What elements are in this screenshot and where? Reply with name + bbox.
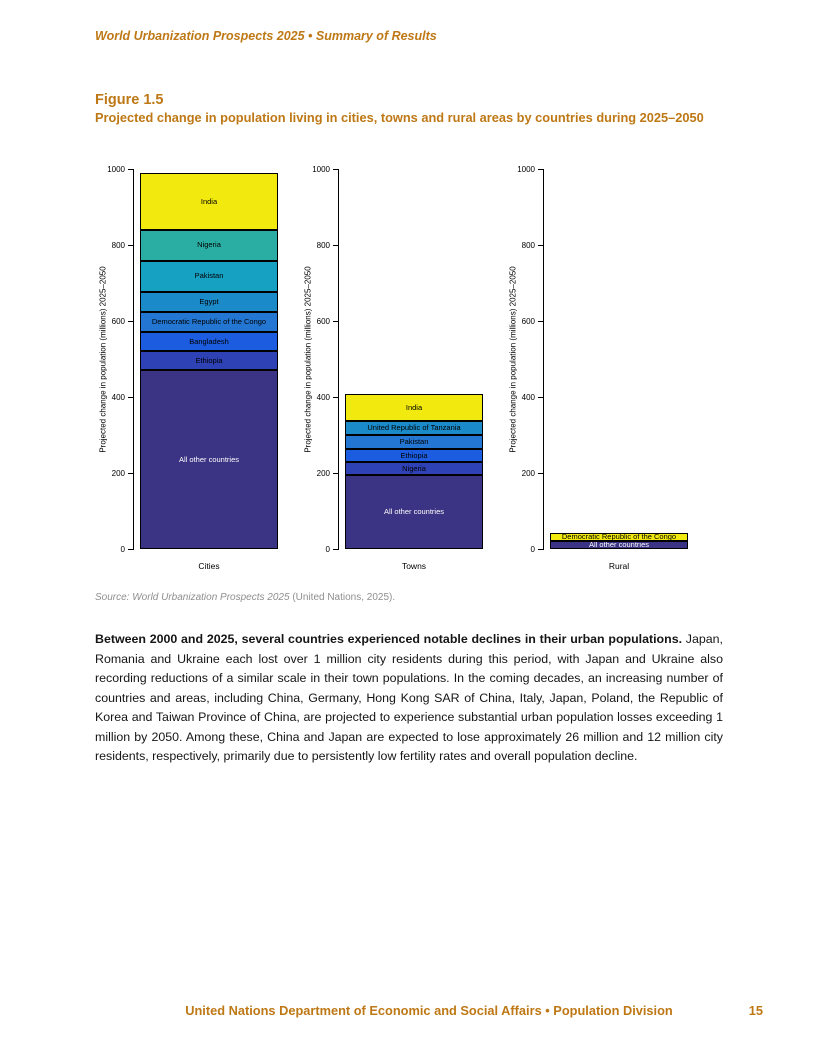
y-tick-mark: [128, 321, 133, 322]
plot-area-towns: All other countries Nigeria Ethiopia Pakist…: [345, 169, 483, 549]
y-tick-mark: [538, 321, 543, 322]
bar-segment-ethiopia: Ethiopia: [345, 449, 483, 463]
x-axis-label-cities: Cities: [198, 561, 220, 571]
y-axis-title: Projected change in population (millions…: [98, 265, 108, 453]
y-tick-mark: [128, 473, 133, 474]
y-tick-label: 1000: [312, 164, 330, 174]
x-axis-label-rural: Rural: [608, 561, 630, 571]
y-tick-label: 0: [530, 544, 535, 554]
bar-segment-label: Ethiopia: [195, 355, 223, 365]
chart-cities: Projected change in population (millions…: [95, 160, 300, 585]
y-tick-label: 800: [521, 240, 535, 250]
y-tick-label: 200: [316, 468, 330, 478]
y-tick-mark: [128, 169, 133, 170]
bar-segment-india: India: [140, 172, 278, 230]
y-tick-mark: [538, 397, 543, 398]
bar-segment-democratic-republic-of-the-congo: Democratic Republic of the Congo: [550, 533, 688, 542]
bar-segment-pakistan: Pakistan: [140, 260, 278, 292]
bar-segment-all-other-countries: All other countries: [140, 369, 278, 549]
bar-segment-label: India: [405, 402, 423, 412]
y-tick-label: 200: [521, 468, 535, 478]
y-tick-label: 0: [120, 544, 125, 554]
y-axis-title: Projected change in population (millions…: [303, 265, 313, 453]
y-tick-label: 600: [521, 316, 535, 326]
bar-segment-label: Pakistan: [399, 437, 429, 447]
y-tick-mark: [333, 549, 338, 550]
y-axis-line: [338, 169, 339, 550]
chart-rural: Projected change in population (millions…: [505, 160, 710, 585]
y-tick-mark: [538, 549, 543, 550]
y-tick-mark: [333, 397, 338, 398]
bar-segment-india: India: [345, 394, 483, 421]
bar-segment-ethiopia: Ethiopia: [140, 351, 278, 370]
y-tick-label: 1000: [517, 164, 535, 174]
y-tick-label: 400: [111, 392, 125, 402]
bar-segment-label: India: [200, 196, 218, 206]
bar-segment-label: Pakistan: [194, 271, 224, 281]
plot-area-rural: All other countries Democratic Republic o…: [550, 169, 688, 549]
y-tick-mark: [333, 473, 338, 474]
bar-segment-democratic-republic-of-the-congo: Democratic Republic of the Congo: [140, 311, 278, 332]
bar-segment-label: Egypt: [199, 296, 219, 306]
y-tick-label: 0: [325, 544, 330, 554]
bar-segment-label: Nigeria: [197, 240, 221, 250]
y-tick-mark: [128, 397, 133, 398]
bar-segment-bangladesh: Bangladesh: [140, 331, 278, 352]
y-tick-label: 800: [316, 240, 330, 250]
y-tick-mark: [538, 169, 543, 170]
bar-segment-label: Democratic Republic of the Congo: [561, 533, 677, 542]
figure-title: Projected change in population living in…: [95, 110, 704, 125]
bar-segment-united-republic-of-tanzania: United Republic of Tanzania: [345, 420, 483, 435]
y-tick-label: 400: [316, 392, 330, 402]
bar-segment-label: All other countries: [588, 541, 650, 549]
bar-segment-label: Democratic Republic of the Congo: [151, 316, 267, 326]
y-tick-mark: [333, 169, 338, 170]
y-tick-label: 800: [111, 240, 125, 250]
page-number: 15: [748, 1003, 763, 1018]
bar-segment-label: United Republic of Tanzania: [367, 423, 461, 433]
body-remaining-text: Japan, Romania and Ukraine each lost ove…: [95, 632, 723, 763]
bar-segment-label: All other countries: [383, 507, 445, 517]
bar-segment-all-other-countries: All other countries: [550, 541, 688, 549]
body-paragraph: Between 2000 and 2025, several countries…: [95, 630, 723, 767]
bar-segment-label: Nigeria: [402, 463, 426, 473]
y-axis-title: Projected change in population (millions…: [508, 265, 518, 453]
bar-segment-egypt: Egypt: [140, 291, 278, 312]
y-tick-label: 400: [521, 392, 535, 402]
figure-label: Figure 1.5: [95, 92, 164, 108]
y-tick-label: 1000: [107, 164, 125, 174]
y-tick-label: 600: [316, 316, 330, 326]
y-tick-mark: [538, 473, 543, 474]
x-axis-label-towns: Towns: [401, 561, 427, 571]
chart-towns: Projected change in population (millions…: [300, 160, 505, 585]
y-tick-mark: [128, 245, 133, 246]
running-head: World Urbanization Prospects 2025 • Summ…: [95, 29, 437, 43]
y-tick-mark: [333, 321, 338, 322]
page-footer: United Nations Department of Economic an…: [95, 1003, 763, 1018]
body-lead-sentence: Between 2000 and 2025, several countries…: [95, 632, 683, 646]
bar-segment-label: All other countries: [178, 454, 240, 464]
y-axis-line: [133, 169, 134, 550]
plot-area-cities: All other countries Ethiopia Bangladesh Dem…: [140, 169, 278, 549]
y-tick-mark: [128, 549, 133, 550]
source-note-title: Source: World Urbanization Prospects 202…: [95, 592, 290, 603]
bar-segment-label: Bangladesh: [189, 336, 229, 346]
y-tick-label: 600: [111, 316, 125, 326]
bar-segment-pakistan: Pakistan: [345, 435, 483, 450]
bar-segment-nigeria: Nigeria: [140, 229, 278, 261]
source-note: Source: World Urbanization Prospects 202…: [95, 592, 395, 603]
y-tick-mark: [538, 245, 543, 246]
source-note-citation: (United Nations, 2025).: [289, 592, 396, 603]
footer-text: United Nations Department of Economic an…: [185, 1003, 673, 1018]
y-tick-mark: [333, 245, 338, 246]
bar-segment-nigeria: Nigeria: [345, 462, 483, 475]
bar-segment-all-other-countries: All other countries: [345, 474, 483, 549]
y-axis-line: [543, 169, 544, 550]
y-tick-label: 200: [111, 468, 125, 478]
bar-segment-label: Ethiopia: [400, 451, 428, 461]
